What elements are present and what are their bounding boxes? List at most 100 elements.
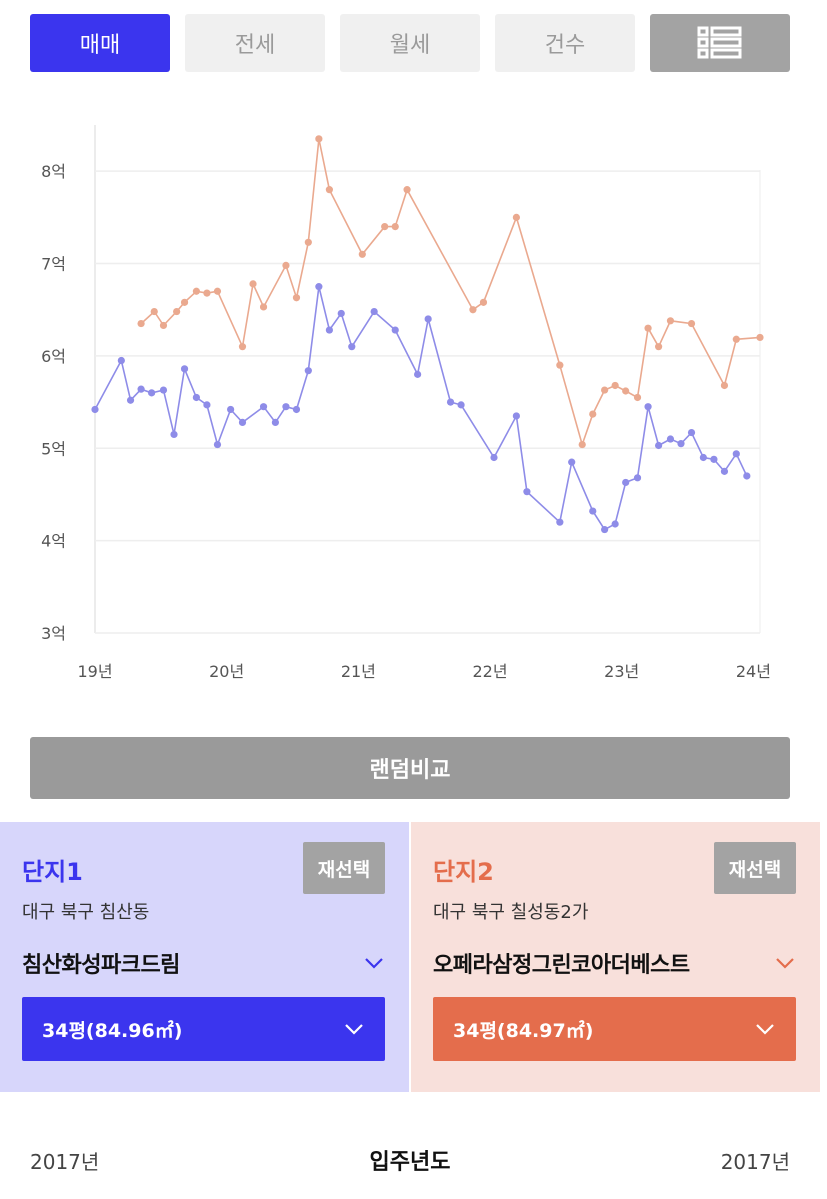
chart-series-1-point[interactable]: [203, 401, 211, 409]
chart-series-2-point[interactable]: [403, 186, 411, 194]
chart-series-1-point[interactable]: [337, 309, 345, 318]
chart-series-2-point[interactable]: [173, 307, 181, 316]
chart-series-1-point[interactable]: [148, 389, 156, 397]
chart-series-1-point[interactable]: [644, 403, 652, 411]
chart-series-1-point[interactable]: [259, 403, 268, 411]
complex1-reselect-button[interactable]: 재선택: [303, 842, 385, 894]
chart-series-1-point[interactable]: [282, 403, 290, 411]
chart-series-1-point[interactable]: [271, 418, 280, 427]
chart-series-2-point[interactable]: [137, 319, 145, 328]
complex1-move-in-year: 2017년: [30, 1150, 100, 1174]
chart-series-1-point[interactable]: [512, 412, 520, 420]
tab-jeonse[interactable]: 전세: [185, 14, 325, 72]
chart-series-1-point[interactable]: [743, 472, 751, 480]
list-view-button[interactable]: [650, 14, 790, 72]
chart-series-1-point[interactable]: [126, 396, 135, 404]
chart-series-1-point[interactable]: [227, 405, 235, 414]
chart-series-1-point[interactable]: [159, 386, 168, 394]
chart-series-1-point[interactable]: [192, 393, 200, 402]
chart-series-2-point[interactable]: [282, 261, 290, 269]
chart-series-2-point[interactable]: [611, 381, 619, 390]
chart-series-1-point[interactable]: [414, 370, 422, 378]
chart-series-2-point[interactable]: [601, 386, 609, 394]
chart-series-1-point[interactable]: [238, 418, 247, 427]
chart-series-2-point[interactable]: [259, 303, 268, 311]
chart-series-2-point[interactable]: [512, 213, 520, 221]
chart-series-1-point[interactable]: [601, 525, 609, 534]
tab-count[interactable]: 건수: [495, 14, 635, 72]
chart-series-1-point[interactable]: [655, 441, 663, 450]
complex2-size-select[interactable]: 34평(84.97㎡): [433, 997, 796, 1061]
chart-series-1-point[interactable]: [720, 467, 729, 475]
chart-series-2-point[interactable]: [213, 287, 222, 295]
complex2-move-in-year: 2017년: [720, 1150, 790, 1174]
chart-series-1-point[interactable]: [710, 455, 718, 463]
chart-series-1-point[interactable]: [117, 356, 125, 365]
chart-series-1-point[interactable]: [315, 283, 323, 291]
chart-series-2-point[interactable]: [315, 135, 323, 143]
complex2-reselect-button[interactable]: 재선택: [714, 842, 796, 894]
chart-series-2-point[interactable]: [633, 393, 642, 402]
tab-monthly-rent[interactable]: 월세: [340, 14, 480, 72]
random-compare-button[interactable]: 랜덤비교: [30, 737, 790, 799]
chart-series-1-point[interactable]: [325, 326, 333, 334]
chart-series-2-point[interactable]: [203, 289, 211, 297]
chart-series-1-point[interactable]: [370, 307, 378, 316]
chart-series-2-point[interactable]: [666, 317, 675, 325]
chart-series-2-point[interactable]: [304, 238, 312, 246]
chart-series-1-point[interactable]: [213, 440, 222, 449]
chart-series-2-point[interactable]: [720, 381, 729, 390]
chart-series-2-point[interactable]: [556, 361, 564, 369]
chart-series-1-point[interactable]: [457, 401, 465, 409]
chart-series-1-point[interactable]: [170, 430, 178, 439]
chart-series-2-point[interactable]: [159, 321, 168, 330]
chart-series-1-point[interactable]: [611, 520, 619, 528]
chart-series-1-point[interactable]: [666, 435, 675, 443]
chart-series-2-point[interactable]: [358, 250, 366, 258]
chart-series-2-point[interactable]: [732, 335, 740, 343]
chart-series-2-point[interactable]: [238, 343, 247, 351]
chart-series-1-point[interactable]: [687, 428, 696, 437]
complex1-size-select[interactable]: 34평(84.96㎡): [22, 997, 385, 1061]
chart-series-2-point[interactable]: [479, 298, 488, 306]
chart-series-2-point[interactable]: [622, 387, 630, 395]
chart-series-2-point[interactable]: [249, 280, 257, 288]
chart-series-2-point[interactable]: [655, 343, 663, 351]
chart-series-2-point[interactable]: [469, 306, 477, 314]
chart-series-2-point[interactable]: [589, 410, 597, 418]
chart-series-2-point[interactable]: [381, 223, 389, 231]
chart-series-2-point[interactable]: [192, 287, 200, 295]
tab-sale[interactable]: 매매: [30, 14, 170, 72]
chart-series-1-point[interactable]: [523, 488, 531, 496]
chart-series-1-point[interactable]: [391, 326, 399, 334]
chart-series-1-point[interactable]: [633, 474, 642, 482]
chart-series-1-point[interactable]: [304, 367, 312, 375]
complex1-name-select[interactable]: 침산화성파크드림: [22, 944, 385, 982]
chart-series-1-point[interactable]: [446, 398, 455, 406]
chart-series-1-point[interactable]: [568, 458, 576, 466]
chart-series-2-point[interactable]: [578, 440, 586, 449]
complex2-panel: 단지2 재선택 대구 북구 칠성동2가 오페라삼정그린코아더베스트 34평(84…: [411, 822, 820, 1092]
chart-series-1-point[interactable]: [91, 405, 99, 414]
chart-series-2-point[interactable]: [644, 324, 652, 332]
chart-series-1-point[interactable]: [699, 453, 707, 462]
chart-series-2-point[interactable]: [150, 307, 158, 316]
chart-series-1-point[interactable]: [677, 440, 685, 448]
chart-series-1-point[interactable]: [556, 518, 564, 526]
chart-series-1-point[interactable]: [589, 507, 597, 515]
chart-series-1-point[interactable]: [137, 385, 145, 393]
chart-series-1-point[interactable]: [292, 405, 301, 414]
complex2-name-select[interactable]: 오페라삼정그린코아더베스트: [433, 944, 796, 982]
chart-series-2-point[interactable]: [180, 298, 189, 306]
chart-series-1-point[interactable]: [622, 478, 630, 487]
chart-series-1-point[interactable]: [490, 453, 498, 462]
chart-series-2-point[interactable]: [687, 319, 696, 328]
chart-series-1-point[interactable]: [732, 450, 740, 458]
chart-series-2-point[interactable]: [325, 186, 333, 194]
chart-series-1-point[interactable]: [424, 315, 432, 323]
chart-series-2-point[interactable]: [756, 333, 764, 342]
chart-series-2-point[interactable]: [391, 223, 399, 231]
chart-series-2-point[interactable]: [292, 294, 301, 302]
chart-series-1-point[interactable]: [348, 343, 356, 351]
chart-series-1-point[interactable]: [180, 365, 189, 373]
